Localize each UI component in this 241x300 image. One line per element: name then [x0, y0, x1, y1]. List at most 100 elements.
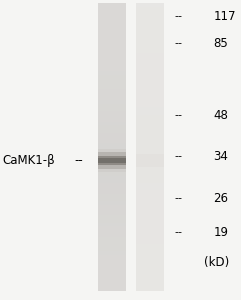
Bar — [98, 21, 126, 25]
Bar — [98, 201, 126, 205]
Bar — [136, 10, 164, 14]
Bar — [98, 194, 126, 197]
Bar — [136, 143, 164, 147]
Bar — [136, 64, 164, 68]
Text: --: -- — [74, 154, 83, 167]
Bar — [98, 118, 126, 122]
Bar — [136, 187, 164, 190]
Bar — [98, 158, 126, 164]
Bar — [136, 241, 164, 244]
Bar — [136, 215, 164, 219]
Text: 34: 34 — [214, 149, 228, 163]
Bar — [98, 133, 126, 136]
Bar — [98, 97, 126, 100]
Bar — [98, 93, 126, 97]
Bar — [136, 86, 164, 89]
Bar — [136, 14, 164, 17]
Bar — [136, 32, 164, 35]
Bar — [136, 68, 164, 71]
Bar — [98, 248, 126, 251]
Bar — [98, 273, 126, 277]
Bar — [98, 172, 126, 176]
Bar — [136, 183, 164, 187]
Bar — [98, 219, 126, 223]
Text: (kD): (kD) — [204, 256, 229, 269]
Bar — [98, 100, 126, 104]
Bar — [136, 35, 164, 39]
Bar — [136, 28, 164, 32]
Text: 48: 48 — [214, 109, 228, 122]
Bar — [98, 251, 126, 255]
Bar — [98, 212, 126, 215]
Bar — [136, 208, 164, 212]
Bar — [136, 122, 164, 125]
Bar — [98, 25, 126, 28]
Bar — [136, 3, 164, 7]
Bar — [136, 248, 164, 251]
Bar — [98, 14, 126, 17]
Bar — [98, 39, 126, 43]
Bar — [98, 140, 126, 143]
Bar — [98, 75, 126, 79]
Bar — [98, 187, 126, 190]
Bar — [136, 82, 164, 86]
Bar — [136, 147, 164, 151]
Text: 117: 117 — [214, 10, 236, 23]
Bar — [98, 43, 126, 46]
Bar — [98, 28, 126, 32]
Bar — [98, 46, 126, 50]
Bar — [98, 149, 126, 172]
Bar — [98, 262, 126, 266]
Bar — [136, 223, 164, 226]
Bar — [136, 190, 164, 194]
Text: 26: 26 — [214, 191, 228, 205]
Bar — [98, 35, 126, 39]
Bar — [136, 273, 164, 277]
Bar — [136, 219, 164, 223]
Text: --: -- — [174, 227, 182, 238]
Bar — [136, 115, 164, 118]
Bar — [136, 237, 164, 241]
Bar — [136, 79, 164, 82]
Bar — [98, 165, 126, 169]
Bar — [98, 17, 126, 21]
Bar — [136, 61, 164, 64]
Bar — [136, 244, 164, 248]
Bar — [98, 89, 126, 93]
Bar — [98, 208, 126, 212]
Bar — [98, 233, 126, 237]
Bar — [98, 230, 126, 233]
Bar — [136, 169, 164, 172]
Bar — [98, 32, 126, 35]
Bar — [98, 255, 126, 259]
Bar — [98, 10, 126, 14]
Bar — [98, 179, 126, 183]
Bar — [98, 79, 126, 82]
Bar — [136, 7, 164, 10]
Bar — [98, 277, 126, 280]
Bar — [98, 269, 126, 273]
Bar — [136, 89, 164, 93]
Bar — [98, 125, 126, 129]
Bar — [98, 111, 126, 115]
Bar — [136, 17, 164, 21]
Bar — [136, 269, 164, 273]
Bar — [98, 169, 126, 172]
Bar — [98, 226, 126, 230]
Bar — [136, 104, 164, 107]
Bar — [136, 140, 164, 143]
Bar — [98, 183, 126, 187]
Bar — [98, 86, 126, 89]
Bar — [98, 215, 126, 219]
Bar — [98, 104, 126, 107]
Bar — [98, 154, 126, 158]
Bar — [136, 205, 164, 208]
Bar — [136, 280, 164, 284]
Bar — [136, 201, 164, 205]
Bar — [98, 284, 126, 287]
Text: CaMK1-β: CaMK1-β — [2, 154, 55, 167]
Bar — [98, 3, 126, 7]
Bar — [136, 75, 164, 79]
Bar — [98, 158, 126, 161]
Bar — [98, 68, 126, 71]
